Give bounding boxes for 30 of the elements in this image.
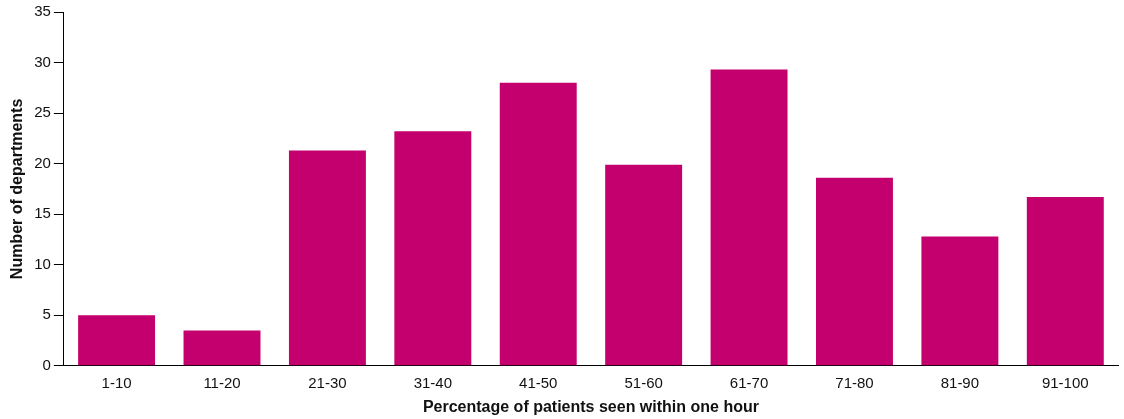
x-tick-label: 11-20 xyxy=(203,373,241,391)
bar xyxy=(78,315,156,366)
bar xyxy=(183,330,261,366)
bar xyxy=(816,177,893,366)
x-tick-label: 71-80 xyxy=(835,373,874,391)
bar xyxy=(921,236,999,366)
x-tick-label: 21-30 xyxy=(308,373,347,391)
bar xyxy=(288,150,366,366)
y-tick-label: 0 xyxy=(42,355,51,373)
bar xyxy=(499,82,577,366)
bar xyxy=(605,164,683,366)
y-tick-label: 15 xyxy=(34,204,51,222)
x-axis-title: Percentage of patients seen within one hour xyxy=(422,397,759,415)
x-tick-label: 61-70 xyxy=(729,373,769,391)
y-tick-label: 10 xyxy=(34,254,51,272)
x-tick-label: 51-60 xyxy=(624,373,663,391)
y-tick-label: 20 xyxy=(34,153,51,171)
y-tick-label: 25 xyxy=(34,103,51,121)
x-tick-label: 81-90 xyxy=(940,373,980,391)
y-axis-title: Number of departments xyxy=(8,98,26,280)
y-tick-label: 30 xyxy=(34,52,51,70)
bar xyxy=(394,131,472,366)
x-tick-label: 41-50 xyxy=(519,373,558,391)
bar xyxy=(1026,196,1104,366)
bar xyxy=(710,69,788,366)
x-tick-label: 91-100 xyxy=(1041,373,1089,391)
x-tick-label: 1-10 xyxy=(101,373,132,391)
y-tick-label: 35 xyxy=(34,2,51,20)
x-tick-label: 31-40 xyxy=(413,373,453,391)
y-tick-label: 5 xyxy=(42,305,51,323)
